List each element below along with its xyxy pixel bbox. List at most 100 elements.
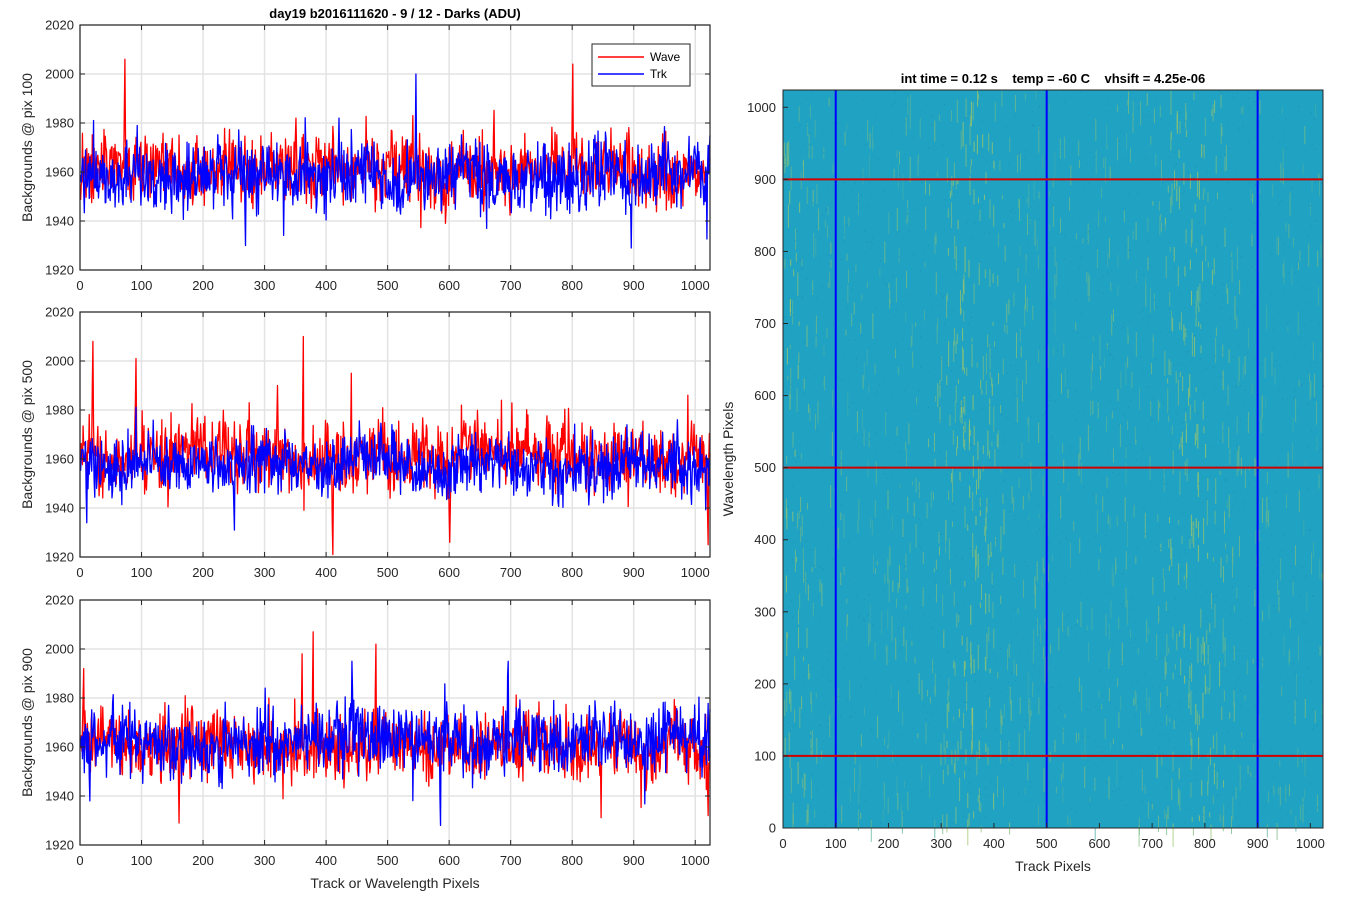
heatmap-cell	[1236, 444, 1237, 446]
heatmap-cell	[1320, 243, 1322, 258]
heatmap-cell	[951, 750, 953, 765]
heatmap-cell	[1247, 585, 1249, 587]
heatmap-cell	[1052, 743, 1054, 745]
heatmap-cell	[985, 353, 987, 375]
heatmap-cell	[967, 471, 969, 474]
heatmap-cell	[1087, 271, 1089, 296]
heatmap-cell	[1026, 800, 1028, 802]
heatmap-cell	[998, 372, 999, 385]
heatmap-cell	[1208, 636, 1210, 639]
heatmap-cell	[920, 270, 922, 273]
heatmap-cell	[904, 391, 906, 393]
heatmap-cell	[1194, 573, 1196, 575]
heatmap-cell	[1244, 466, 1246, 488]
heatmap-cell	[1075, 322, 1077, 331]
heatmap-cell	[963, 661, 965, 677]
heatmap-cell	[1309, 373, 1310, 383]
heatmap-cell	[1241, 732, 1243, 738]
heatmap-cell	[1110, 742, 1112, 750]
heatmap-cell	[1146, 93, 1148, 106]
heatmap-cell	[1185, 408, 1187, 410]
heatmap-cell	[1275, 187, 1277, 189]
y-tick-label: 1960	[45, 165, 74, 180]
heatmap-cell	[935, 257, 937, 260]
heatmap-cell	[1120, 603, 1122, 605]
heatmap-cell	[802, 547, 804, 567]
heatmap-cell	[1129, 609, 1131, 611]
heatmap-cell	[985, 656, 987, 672]
y-tick-label: 700	[754, 316, 776, 331]
heatmap-cell	[844, 354, 846, 357]
heatmap-cell	[799, 259, 801, 261]
heatmap-cell	[977, 441, 979, 461]
heatmap-cell	[806, 377, 808, 379]
heatmap-cell	[1081, 436, 1083, 438]
heatmap-cell	[1166, 813, 1168, 835]
heatmap-cell	[1285, 222, 1287, 231]
heatmap-cell	[952, 430, 954, 445]
heatmap-cell	[882, 468, 884, 470]
heatmap-cell	[1049, 399, 1051, 401]
heatmap-cell	[1110, 353, 1112, 355]
heatmap-cell	[1306, 593, 1308, 611]
heatmap-cell	[1049, 719, 1051, 722]
heatmap-cell	[846, 598, 848, 604]
heatmap-cell	[884, 783, 886, 809]
heatmap-cell	[969, 782, 970, 784]
heatmap-cell	[905, 312, 907, 323]
heatmap-cell	[970, 159, 972, 166]
heatmap-cell	[968, 111, 970, 114]
heatmap-cell	[1127, 116, 1129, 119]
heatmap-cell	[1019, 328, 1021, 342]
heatmap-cell	[1252, 558, 1254, 561]
heatmap-cell	[858, 602, 860, 605]
heatmap-cell	[1111, 566, 1113, 587]
heatmap-cell	[1239, 279, 1241, 295]
heatmap-cell	[1073, 330, 1075, 332]
heatmap-cell	[1070, 387, 1072, 390]
heatmap-cell	[1061, 530, 1063, 533]
heatmap-cell	[966, 367, 968, 376]
heatmap-cell	[1117, 634, 1119, 637]
heatmap-cell	[992, 576, 994, 578]
heatmap-cell	[955, 178, 957, 189]
heatmap-cell	[936, 324, 938, 344]
heatmap-cell	[843, 240, 845, 242]
heatmap-cell	[1311, 178, 1313, 192]
heatmap-cell	[1098, 690, 1100, 698]
heatmap-cell	[1202, 401, 1204, 420]
heatmap-cell	[805, 97, 807, 99]
heatmap-cell	[1238, 128, 1240, 131]
heatmap-cell	[1238, 777, 1240, 779]
heatmap-cell	[1255, 561, 1257, 563]
heatmap-cell	[1049, 191, 1050, 197]
heatmap-cell	[1184, 327, 1186, 346]
heatmap-cell	[942, 295, 944, 298]
heatmap-cell	[958, 261, 959, 263]
heatmap-cell	[1259, 188, 1261, 195]
heatmap-cell	[920, 799, 922, 801]
heatmap-cell	[1173, 720, 1175, 729]
heatmap-cell	[1272, 470, 1274, 473]
heatmap-cell	[1256, 556, 1257, 567]
heatmap-cell	[868, 383, 870, 393]
heatmap-cell	[1235, 685, 1236, 687]
heatmap-cell	[897, 793, 899, 810]
heatmap-cell	[970, 419, 972, 421]
heatmap-cell	[1112, 560, 1114, 562]
heatmap-cell	[888, 283, 890, 289]
heatmap-cell	[840, 572, 842, 586]
heatmap-cell	[1127, 100, 1129, 105]
heatmap-cell	[1169, 122, 1170, 125]
heatmap-cell	[845, 403, 847, 405]
heatmap-cell	[1244, 389, 1246, 391]
heatmap-cell	[918, 490, 920, 492]
heatmap-cell	[845, 329, 847, 336]
heatmap-cell	[846, 615, 848, 641]
x-tick-label: 1000	[681, 565, 710, 580]
heatmap-cell	[989, 645, 991, 648]
heatmap-cell	[827, 650, 829, 652]
heatmap-cell	[1080, 256, 1082, 259]
heatmap-cell	[1242, 823, 1244, 825]
heatmap-cell	[1306, 302, 1308, 304]
